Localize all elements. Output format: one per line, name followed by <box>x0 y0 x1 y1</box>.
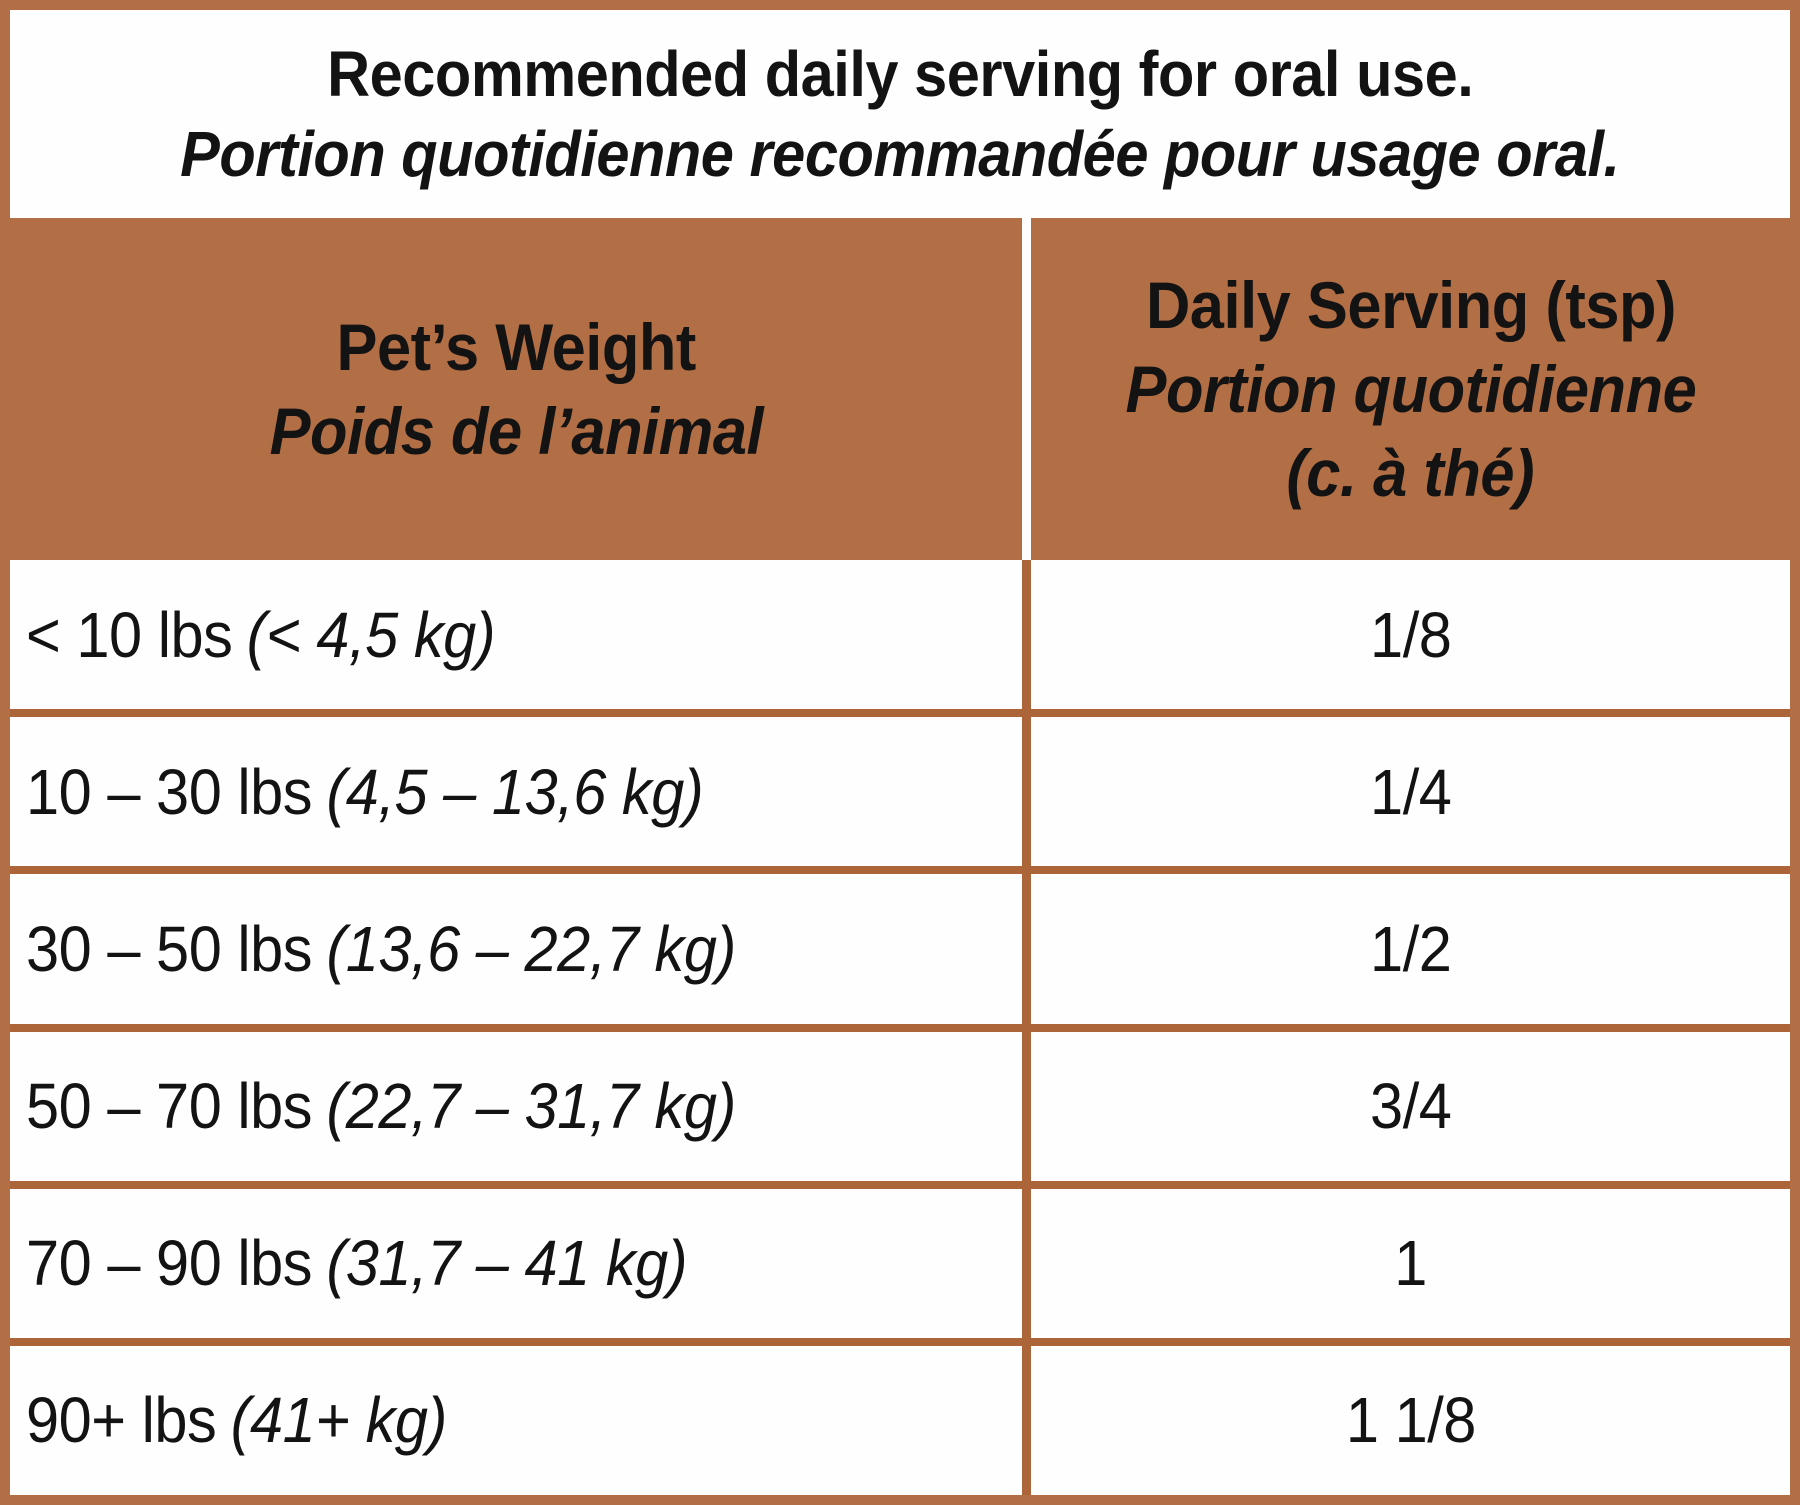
weight-lbs-text: 90+ lbs <box>26 1384 217 1457</box>
title-line-fr: Portion quotidienne recommandée pour usa… <box>180 118 1620 190</box>
weight-cell: 30 – 50 lbs (13,6 – 22,7 kg) <box>10 874 1022 1023</box>
column-divider <box>1022 1031 1031 1181</box>
serving-value: 3/4 <box>1369 1070 1452 1143</box>
column-divider <box>1022 717 1031 867</box>
weight-cell: 90+ lbs (41+ kg) <box>10 1346 1022 1495</box>
serving-value: 1/4 <box>1369 755 1452 828</box>
table-row: 10 – 30 lbs (4,5 – 13,6 kg) 1/4 <box>10 709 1790 867</box>
serving-cell: 1/8 <box>1031 560 1790 709</box>
table-row: 50 – 70 lbs (22,7 – 31,7 kg) 3/4 <box>10 1023 1790 1181</box>
table-row: 30 – 50 lbs (13,6 – 22,7 kg) 1/2 <box>10 866 1790 1024</box>
weight-kg-text: (4,5 – 13,6 kg) <box>326 755 704 828</box>
serving-value: 1/8 <box>1369 598 1452 671</box>
table-row: 70 – 90 lbs (31,7 – 41 kg) 1 <box>10 1180 1790 1338</box>
serving-cell: 3/4 <box>1031 1032 1790 1181</box>
weight-lbs-text: 10 – 30 lbs <box>26 755 313 828</box>
serving-value: 1 1/8 <box>1345 1384 1476 1457</box>
weight-header-en: Pet’s Weight <box>336 310 696 384</box>
weight-lbs-text: 70 – 90 lbs <box>26 1227 313 1300</box>
serving-value: 1 <box>1394 1227 1427 1300</box>
weight-text: 10 – 30 lbs (4,5 – 13,6 kg) <box>26 760 704 824</box>
column-divider <box>1022 560 1031 710</box>
serving-cell: 1 <box>1031 1189 1790 1338</box>
serving-header-en: Daily Serving (tsp) <box>1145 268 1676 342</box>
table-header: Pet’s Weight Poids de l’animal Daily Ser… <box>10 218 1790 560</box>
weight-text: 30 – 50 lbs (13,6 – 22,7 kg) <box>26 917 736 981</box>
serving-cell: 1/4 <box>1031 717 1790 866</box>
weight-kg-text: (13,6 – 22,7 kg) <box>326 912 736 985</box>
serving-value: 1/2 <box>1369 912 1452 985</box>
column-header-serving: Daily Serving (tsp) Portion quotidienne … <box>1031 218 1790 560</box>
weight-text: < 10 lbs (< 4,5 kg) <box>26 603 496 667</box>
weight-cell: < 10 lbs (< 4,5 kg) <box>10 560 1022 709</box>
serving-cell: 1/2 <box>1031 874 1790 1023</box>
column-header-weight: Pet’s Weight Poids de l’animal <box>10 218 1022 560</box>
table-title: Recommended daily serving for oral use. … <box>10 10 1790 218</box>
serving-cell: 1 1/8 <box>1031 1346 1790 1495</box>
serving-header-fr-line1: Portion quotidienne <box>1125 352 1696 426</box>
column-divider <box>1022 1188 1031 1338</box>
weight-text: 90+ lbs (41+ kg) <box>26 1388 447 1452</box>
header-column-divider <box>1022 218 1031 560</box>
weight-text: 50 – 70 lbs (22,7 – 31,7 kg) <box>26 1074 736 1138</box>
weight-cell: 70 – 90 lbs (31,7 – 41 kg) <box>10 1189 1022 1338</box>
table-row: 90+ lbs (41+ kg) 1 1/8 <box>10 1337 1790 1495</box>
column-divider <box>1022 1345 1031 1495</box>
table-row: < 10 lbs (< 4,5 kg) 1/8 <box>10 560 1790 710</box>
table-body: < 10 lbs (< 4,5 kg) 1/8 10 – 30 lbs (4,5 –… <box>10 560 1790 1495</box>
title-line-en: Recommended daily serving for oral use. <box>326 38 1474 110</box>
weight-kg-text: (31,7 – 41 kg) <box>326 1227 688 1300</box>
weight-cell: 50 – 70 lbs (22,7 – 31,7 kg) <box>10 1032 1022 1181</box>
column-divider <box>1022 874 1031 1024</box>
serving-header-fr-line2: (c. à thé) <box>1286 436 1535 510</box>
weight-kg-text: (41+ kg) <box>230 1384 448 1457</box>
weight-lbs-text: < 10 lbs <box>26 598 233 671</box>
weight-header-fr: Poids de l’animal <box>269 394 763 468</box>
weight-kg-text: (22,7 – 31,7 kg) <box>326 1070 736 1143</box>
weight-cell: 10 – 30 lbs (4,5 – 13,6 kg) <box>10 717 1022 866</box>
weight-lbs-text: 50 – 70 lbs <box>26 1070 313 1143</box>
weight-kg-text: (< 4,5 kg) <box>246 598 496 671</box>
weight-text: 70 – 90 lbs (31,7 – 41 kg) <box>26 1231 688 1295</box>
weight-lbs-text: 30 – 50 lbs <box>26 912 313 985</box>
